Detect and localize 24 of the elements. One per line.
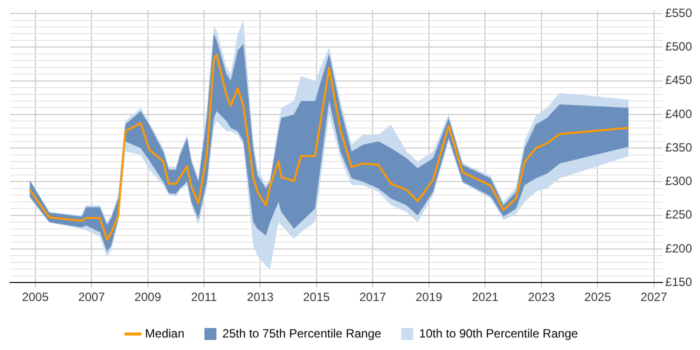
x-tick-label: 2023 — [528, 290, 556, 304]
y-tick-label: £350 — [665, 140, 692, 154]
x-tick-label: 2009 — [134, 290, 162, 304]
y-tick-label: £550 — [665, 6, 692, 20]
y-tick-label: £450 — [665, 73, 692, 88]
y-tick-label: £200 — [665, 241, 692, 256]
x-tick-label: 2017 — [359, 290, 386, 304]
x-tick-label: 2021 — [472, 290, 499, 304]
y-tick-label: £500 — [665, 40, 692, 54]
legend-label: 25th to 75th Percentile Range — [222, 326, 382, 340]
x-tick-label: 2011 — [191, 290, 218, 304]
legend-label: Median — [145, 326, 184, 340]
legend-label: 10th to 90th Percentile Range — [419, 326, 578, 340]
x-tick-label: 2025 — [584, 290, 612, 304]
y-tick-label: £150 — [665, 274, 692, 289]
y-tick-label: £250 — [665, 208, 692, 222]
x-tick-label: 2007 — [78, 290, 106, 304]
x-tick-label: 2015 — [303, 290, 330, 304]
y-tick-label: £300 — [665, 174, 692, 188]
x-tick-label: 2019 — [416, 290, 443, 304]
x-tick-label: 2005 — [22, 290, 49, 304]
x-tick-label: 2027 — [640, 290, 668, 304]
x-tick-label: 2013 — [246, 290, 274, 304]
y-tick-label: £400 — [665, 106, 692, 121]
